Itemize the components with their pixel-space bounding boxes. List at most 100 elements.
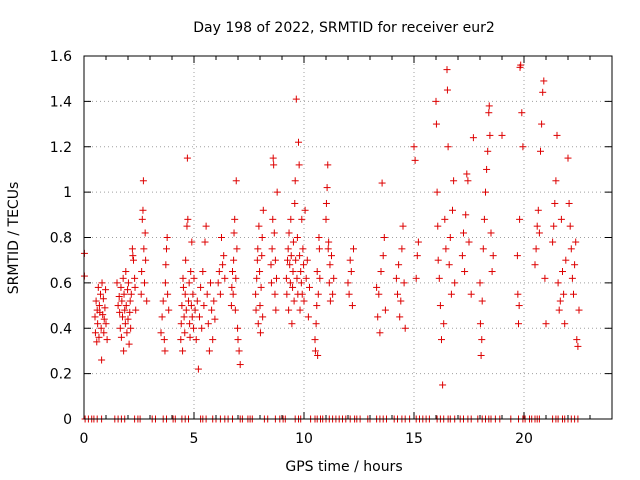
data-point: [192, 336, 200, 344]
data-point: [303, 256, 311, 264]
data-point: [191, 306, 199, 314]
x-axis-label: GPS time / hours: [285, 459, 402, 475]
data-point: [185, 279, 193, 287]
data-point: [313, 268, 321, 276]
data-point: [204, 320, 212, 328]
data-point: [180, 313, 188, 321]
data-point: [461, 268, 469, 276]
data-point: [131, 283, 139, 291]
data-point: [325, 279, 333, 287]
data-point: [483, 165, 491, 173]
data-point: [182, 256, 190, 264]
data-point: [185, 297, 192, 305]
data-point: [292, 256, 300, 264]
data-point: [293, 274, 301, 282]
data-point: [207, 279, 214, 287]
data-point: [550, 222, 558, 230]
data-point: [94, 320, 102, 328]
data-point: [285, 229, 293, 237]
data-point: [539, 88, 547, 96]
data-point: [566, 222, 574, 230]
data-point: [138, 215, 146, 223]
data-point: [179, 283, 187, 291]
data-point: [163, 245, 170, 253]
data-point: [187, 268, 195, 276]
data-point: [519, 143, 527, 151]
data-point: [139, 206, 147, 214]
data-point: [432, 97, 440, 105]
data-point: [143, 297, 151, 305]
data-point: [376, 329, 384, 337]
data-point: [177, 336, 185, 344]
data-point: [157, 329, 165, 337]
data-point: [208, 306, 216, 314]
data-point: [197, 283, 205, 291]
data-point: [121, 320, 129, 328]
data-point: [556, 297, 564, 305]
data-point: [236, 361, 244, 369]
data-point: [300, 297, 308, 305]
data-point: [324, 161, 332, 169]
data-point: [399, 222, 407, 230]
data-point: [533, 222, 541, 230]
data-point: [516, 215, 524, 223]
data-point: [449, 206, 456, 214]
data-point: [298, 215, 306, 223]
data-point: [373, 283, 381, 291]
data-point: [272, 306, 280, 314]
data-point: [98, 356, 106, 364]
data-point: [513, 252, 521, 260]
data-point: [193, 297, 201, 305]
data-point: [130, 256, 137, 264]
data-point: [259, 206, 267, 214]
data-point: [377, 268, 385, 276]
data-point: [124, 279, 132, 287]
data-point: [216, 290, 224, 298]
data-point: [140, 245, 148, 253]
data-point: [447, 290, 455, 298]
data-point: [413, 252, 421, 260]
data-point: [316, 274, 324, 282]
data-point: [284, 256, 291, 264]
data-point: [203, 290, 211, 298]
data-point: [462, 211, 470, 219]
data-point: [346, 256, 354, 264]
data-point: [542, 320, 550, 328]
data-point: [291, 199, 299, 207]
data-point: [284, 245, 292, 253]
data-point: [565, 199, 573, 207]
data-point: [129, 252, 137, 260]
data-point: [218, 234, 225, 241]
data-point: [254, 245, 262, 253]
data-point: [574, 342, 582, 350]
data-point: [161, 347, 169, 355]
data-point: [123, 329, 131, 337]
data-point: [498, 131, 506, 139]
y-tick-label: 0.8: [50, 231, 72, 247]
data-point: [535, 229, 543, 237]
data-point: [270, 161, 278, 169]
data-point: [348, 302, 356, 310]
data-point: [210, 297, 218, 305]
data-point: [322, 199, 330, 207]
data-point: [231, 215, 239, 223]
y-tick-label: 1.4: [50, 94, 72, 110]
data-point: [381, 306, 389, 314]
data-point: [398, 245, 406, 253]
data-point: [199, 268, 207, 276]
y-axis-label: SRMTID / TECUs: [6, 182, 22, 295]
data-point: [379, 252, 387, 260]
data-point: [315, 245, 323, 253]
data-point: [97, 324, 105, 332]
data-points: [80, 61, 583, 423]
data-point: [271, 290, 279, 298]
data-point: [290, 297, 298, 305]
data-point: [98, 279, 106, 287]
data-point: [443, 66, 451, 74]
data-point: [297, 279, 305, 287]
data-point: [295, 161, 303, 169]
data-point: [313, 302, 321, 310]
data-point: [114, 302, 122, 310]
data-point: [515, 302, 523, 310]
data-point: [126, 297, 134, 305]
